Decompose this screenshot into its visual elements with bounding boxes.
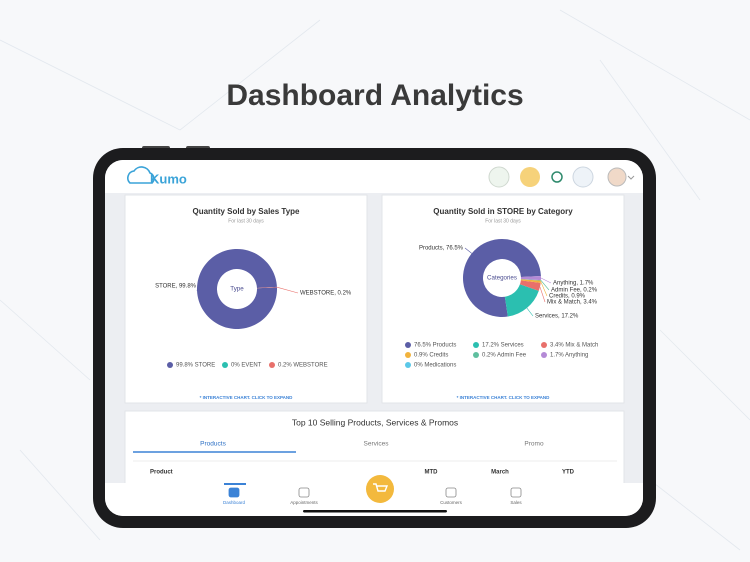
network-decoration bbox=[0, 9, 750, 551]
chart-note[interactable]: * INTERACTIVE CHART. CLICK TO EXPAND bbox=[457, 395, 551, 400]
nav-icon[interactable] bbox=[445, 487, 457, 498]
leader-line bbox=[526, 307, 534, 317]
chart-subtitle: For last 30 days bbox=[485, 218, 521, 224]
home-indicator bbox=[303, 510, 447, 513]
nav-icon[interactable] bbox=[510, 487, 522, 498]
cart-icon bbox=[373, 483, 389, 492]
donut-slice[interactable] bbox=[520, 279, 541, 281]
tab[interactable]: Products bbox=[200, 441, 226, 448]
legend-label: 17.2% Services bbox=[482, 343, 524, 349]
icon-button[interactable] bbox=[572, 166, 594, 188]
legend-swatch bbox=[473, 352, 479, 358]
nav-label[interactable]: Appointments bbox=[290, 500, 318, 505]
legend-swatch bbox=[541, 342, 547, 348]
donut-slice[interactable] bbox=[520, 275, 541, 281]
tab[interactable]: Services bbox=[364, 441, 390, 448]
legend-label: 0.9% Credits bbox=[414, 353, 448, 359]
slice-label: Mix & Match, 3.4% bbox=[547, 300, 598, 306]
legend-swatch bbox=[541, 352, 547, 358]
legend-swatch bbox=[167, 362, 173, 368]
column-header: MTD bbox=[425, 470, 439, 476]
tab[interactable]: Promo bbox=[524, 441, 544, 448]
cart-button[interactable] bbox=[366, 475, 394, 503]
top-bar bbox=[105, 160, 643, 193]
page-title: Dashboard Analytics bbox=[226, 79, 523, 112]
legend-label: 0.2% Admin Fee bbox=[482, 353, 527, 359]
icon-button[interactable] bbox=[551, 171, 563, 183]
column-header: YTD bbox=[562, 470, 575, 476]
donut-slice[interactable] bbox=[520, 279, 541, 283]
leader-line bbox=[539, 286, 546, 303]
legend-label: 99.8% STORE bbox=[176, 363, 215, 369]
legend-label: 1.7% Anything bbox=[550, 353, 588, 359]
legend-swatch bbox=[473, 342, 479, 348]
legend-swatch bbox=[405, 352, 411, 358]
legend-swatch bbox=[405, 342, 411, 348]
avatar[interactable] bbox=[607, 167, 627, 187]
donut-slice[interactable] bbox=[504, 284, 539, 317]
slice-label: Admin Fee, 0.2% bbox=[551, 288, 598, 294]
leader-line bbox=[540, 277, 552, 284]
nav-label[interactable]: Customers bbox=[440, 500, 463, 505]
slice-label: Services, 17.2% bbox=[535, 314, 579, 320]
column-header: March bbox=[491, 470, 509, 476]
slice-label: Products, 76.5% bbox=[419, 246, 464, 252]
chart-title: Quantity Sold in STORE by Category bbox=[433, 207, 573, 216]
legend-label: 0% Medications bbox=[414, 363, 456, 369]
slice-label: Anything, 1.7% bbox=[553, 281, 594, 287]
legend-swatch bbox=[405, 362, 411, 368]
nav-icon[interactable] bbox=[228, 487, 240, 498]
donut-slice[interactable] bbox=[519, 280, 541, 291]
nav-icon[interactable] bbox=[298, 487, 310, 498]
leader-line bbox=[540, 281, 548, 297]
icon-button[interactable] bbox=[488, 166, 510, 188]
chart-title: Quantity Sold by Sales Type bbox=[193, 207, 301, 216]
donut-center-label: Categories bbox=[487, 275, 517, 282]
legend-swatch bbox=[222, 362, 228, 368]
card[interactable] bbox=[124, 194, 368, 404]
legend-label: 3.4% Mix & Match bbox=[550, 343, 598, 349]
icon-button[interactable] bbox=[520, 167, 540, 187]
table-title: Top 10 Selling Products, Services & Prom… bbox=[292, 417, 458, 427]
nav-label[interactable]: Sales bbox=[510, 500, 522, 505]
slice-label: WEBSTORE, 0.2% bbox=[300, 291, 352, 297]
donut-center-label: Type bbox=[230, 286, 244, 293]
legend-label: 76.5% Products bbox=[414, 343, 456, 349]
chart-note[interactable]: * INTERACTIVE CHART. CLICK TO EXPAND bbox=[200, 395, 294, 400]
legend-swatch bbox=[269, 362, 275, 368]
leader-line bbox=[276, 286, 299, 294]
chart-subtitle: For last 30 days bbox=[228, 218, 264, 224]
slice-label: Credits, 0.9% bbox=[549, 294, 586, 300]
logo-cloud bbox=[127, 166, 155, 184]
leader-line bbox=[540, 280, 550, 291]
column-header: Product bbox=[150, 470, 173, 476]
legend-label: 0.2% WEBSTORE bbox=[278, 363, 328, 369]
logo: Kumo bbox=[150, 171, 187, 186]
donut-slice[interactable] bbox=[196, 248, 277, 329]
legend-label: 0% EVENT bbox=[231, 363, 262, 369]
caret[interactable] bbox=[627, 175, 635, 180]
leader-line bbox=[464, 247, 472, 254]
donut-slice[interactable] bbox=[256, 286, 277, 289]
donut-slice[interactable] bbox=[462, 239, 541, 318]
slice-label: STORE, 99.8% bbox=[155, 284, 197, 290]
nav-label[interactable]: Dashboard bbox=[223, 500, 246, 505]
leader-line bbox=[196, 285, 199, 291]
